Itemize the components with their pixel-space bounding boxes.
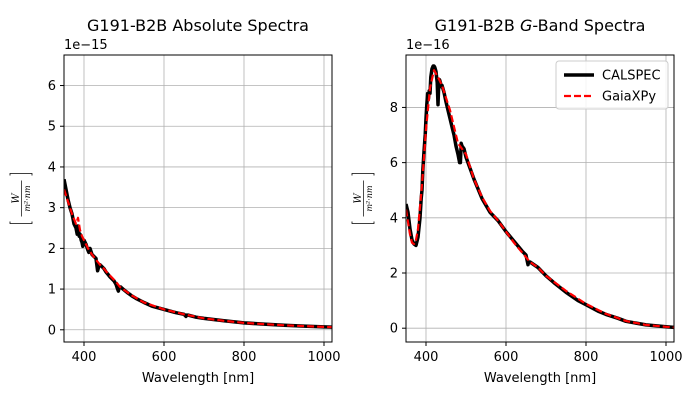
chart-title: G191-B2B Absolute Spectra xyxy=(87,16,309,35)
y-label-bracket-left xyxy=(351,221,375,224)
y-tick-label: 5 xyxy=(48,120,56,135)
x-tick-label: 800 xyxy=(574,350,599,365)
x-tick-label: 1000 xyxy=(307,350,340,365)
x-tick-label: 400 xyxy=(414,350,439,365)
y-tick-label: 6 xyxy=(48,79,56,94)
series-line-gaiaxpy xyxy=(406,69,674,329)
y-tick-label: 0 xyxy=(390,322,398,337)
x-tick-label: 600 xyxy=(152,350,177,365)
y-tick-label: 4 xyxy=(48,160,56,175)
y-label-bracket-left xyxy=(9,221,33,224)
y-label-denominator: m²·nm xyxy=(365,185,374,211)
y-tick-label: 1 xyxy=(48,283,56,298)
y-tick-label: 3 xyxy=(48,201,56,216)
axes-frame xyxy=(405,54,675,343)
title-part-italic: G xyxy=(520,16,532,35)
legend-label-gaiaxpy: GaiaXPy xyxy=(602,90,656,105)
y-tick-label: 2 xyxy=(390,267,398,282)
x-tick-label: 800 xyxy=(232,350,257,365)
y-offset-label: 1e−15 xyxy=(64,38,108,53)
legend-label-calspec: CALSPEC xyxy=(602,69,661,84)
legend: CALSPEC GaiaXPy xyxy=(555,60,669,110)
y-tick-label: 4 xyxy=(390,211,398,226)
axes-frame xyxy=(63,54,333,343)
chart-panel-2: 400 600 800 1000 0 2 4 6 8 1e−16 Wavelength [nm] W m… xyxy=(351,16,683,386)
series-line-2 xyxy=(64,188,332,329)
y-label-numerator: W xyxy=(11,193,22,204)
x-axis-label: Wavelength [nm] xyxy=(484,371,596,386)
y-tick-label: 6 xyxy=(390,156,398,171)
y-tick-label: 2 xyxy=(48,242,56,257)
x-axis-label: Wavelength [nm] xyxy=(142,371,254,386)
y-label-bracket-right xyxy=(9,173,33,176)
title-part: G191-B2B xyxy=(435,16,520,35)
y-label-denominator: m²·nm xyxy=(23,185,32,211)
x-tick-label: 1000 xyxy=(649,350,682,365)
y-tick-label: 8 xyxy=(390,101,398,116)
y-tick-label: 0 xyxy=(48,323,56,338)
title-part: -Band Spectra xyxy=(532,16,645,35)
y-label-bracket-right xyxy=(351,173,375,176)
x-tick-label: 400 xyxy=(72,350,97,365)
chart-title: G191-B2B G-Band Spectra xyxy=(435,16,646,35)
chart-panel-1: 400 600 800 1000 0 1 2 3 4 5 6 1e−15 Wavelength [nm]… xyxy=(9,16,341,386)
x-tick-label: 600 xyxy=(494,350,519,365)
y-offset-label: 1e−16 xyxy=(406,38,450,53)
y-label-numerator: W xyxy=(353,193,364,204)
